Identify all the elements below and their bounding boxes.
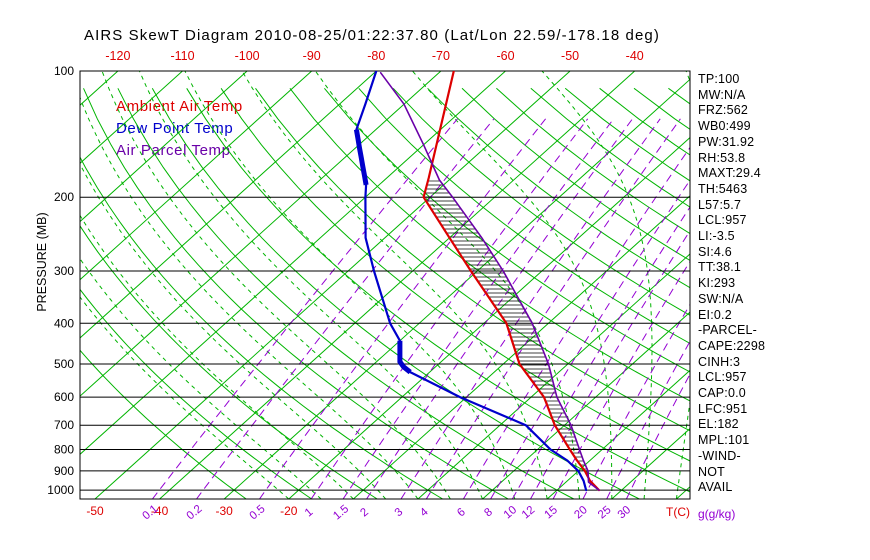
stat-line: TP:100: [698, 72, 740, 86]
mixing-ratio-labels: 0.1 0.2 0.5 1 1.5 2 3 4 6 8 10 12 15 20 25 30: [140, 503, 633, 522]
pressure-tick-label: 1000: [47, 483, 74, 497]
stat-line: MPL:101: [698, 433, 750, 448]
mixing-ratio-label: 3: [393, 506, 406, 519]
pressure-tick-label: 300: [54, 264, 74, 278]
stat-line: TT:38.1: [698, 260, 742, 275]
mixing-ratio-label: 25: [596, 504, 614, 521]
temp-unit-label: T(C): [666, 505, 690, 519]
mixing-ratio-label: 6: [455, 506, 468, 519]
stat-line: LI:-3.5: [698, 229, 735, 244]
top-temp-label: -100: [235, 49, 260, 63]
stat-line: RH:53.8: [698, 150, 746, 165]
pressure-tick-label: 700: [54, 418, 74, 432]
ambient-air-temp-curve: [422, 71, 601, 492]
bottom-temp-labels: -50 -40 -30 -20: [86, 504, 297, 518]
stat-line: LCL:957: [698, 213, 747, 228]
mixing-ratio-label: 0.2: [185, 503, 205, 522]
top-temp-label: -50: [561, 49, 579, 63]
top-temp-label: -60: [496, 49, 514, 63]
air-parcel-temp-curve: [379, 72, 600, 491]
top-temp-label: -80: [367, 49, 385, 63]
top-temp-labels: -120 -110 -100 -90 -80 -70 -60 -50 -40: [105, 49, 643, 63]
stat-line: EI:0.2: [698, 307, 732, 322]
pressure-tick-label: 100: [54, 64, 74, 78]
stat-line: PW:31.92: [698, 134, 755, 149]
top-temp-label: -120: [105, 49, 130, 63]
mixing-ratio-label: 15: [542, 504, 560, 521]
legend-item: Dew Point Temp: [116, 120, 234, 137]
mixing-ratio-label: 12: [520, 504, 538, 521]
stat-line: KI:293: [698, 276, 736, 291]
page-title: AIRS SkewT Diagram 2010-08-25/01:22:37.8…: [84, 27, 660, 44]
stat-line: FRZ:562: [698, 103, 749, 118]
pressure-tick-label: 600: [54, 390, 74, 404]
pressure-tick-label: 800: [54, 443, 74, 457]
isotherm-grid: [80, 71, 690, 499]
top-temp-label: -90: [303, 49, 321, 63]
bottom-temp-label: -50: [86, 504, 104, 518]
top-temp-label: -70: [432, 49, 450, 63]
mixing-ratio-label: 1.5: [331, 503, 351, 522]
pressure-grid: 100 200 300 400 500 600 700 800 900 1000: [47, 64, 690, 497]
pressure-tick-label: 200: [54, 190, 74, 204]
mixing-ratio-label: 20: [572, 504, 590, 521]
mixing-ratio-label: 4: [418, 506, 431, 520]
stat-line: CAPE:2298: [698, 338, 766, 353]
stat-line: NOT: [698, 464, 725, 479]
stat-line: -WIND-: [698, 448, 741, 463]
stat-line: L57:5.7: [698, 197, 742, 212]
stat-line: CAP:0.0: [698, 386, 746, 401]
mixing-unit-label: g(g/kg): [698, 507, 735, 521]
stat-line: -PARCEL-: [698, 323, 758, 338]
pressure-axis-label: PRESSURE (MB): [35, 212, 49, 311]
mixing-ratio-label: 30: [616, 504, 634, 521]
stat-line: MW:N/A: [698, 87, 746, 102]
stat-line: SI:4.6: [698, 244, 732, 259]
top-temp-label: -40: [626, 49, 644, 63]
stat-line: LFC:951: [698, 401, 748, 416]
stat-line: SW:N/A: [698, 291, 744, 306]
stat-line: AVAIL: [698, 480, 733, 495]
stat-line: EL:182: [698, 417, 739, 432]
mixing-ratio-label: 10: [502, 504, 520, 521]
mixing-ratio-label: 1: [303, 506, 316, 519]
bottom-temp-label: -40: [151, 504, 169, 518]
stat-line: WB0:499: [698, 119, 751, 134]
pressure-tick-label: 400: [54, 316, 74, 330]
mixing-ratio-label: 2: [358, 506, 371, 519]
stats-panel: TP:100 MW:N/A FRZ:562 WB0:499 PW:31.92 RH:53.…: [698, 72, 765, 496]
dew-point-temp-curve: [353, 71, 588, 492]
mixing-ratio-label: 0.5: [248, 503, 268, 522]
dewpoint-thick-segment: [397, 340, 412, 375]
dewpoint-thick-segment: [353, 129, 369, 186]
mixing-ratio-label: 8: [482, 506, 495, 519]
stat-line: MAXT:29.4: [698, 166, 761, 181]
pressure-tick-label: 500: [54, 357, 74, 371]
pressure-tick-label: 900: [54, 464, 74, 478]
bottom-temp-label: -30: [216, 504, 234, 518]
bottom-temp-label: -20: [280, 504, 298, 518]
mixing-ratio-grid: [152, 118, 690, 499]
stat-line: LCL:957: [698, 370, 747, 385]
legend-item: Air Parcel Temp: [116, 142, 231, 159]
stat-line: TH:5463: [698, 181, 748, 196]
moist-adiabat-grid: [80, 71, 690, 499]
top-temp-label: -110: [170, 49, 194, 63]
stat-line: CINH:3: [698, 354, 741, 369]
plot-border: [79, 70, 691, 500]
